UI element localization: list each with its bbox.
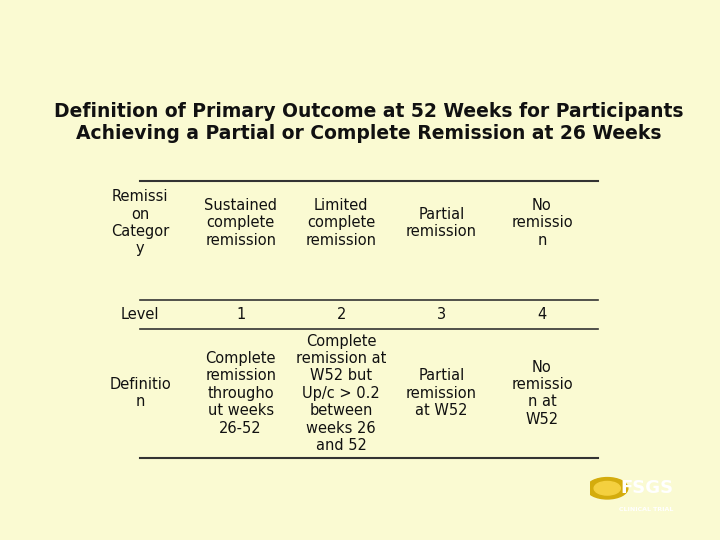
Text: Limited
complete
remission: Limited complete remission (305, 198, 377, 248)
Text: 3: 3 (437, 307, 446, 322)
Text: No
remissio
n: No remissio n (511, 198, 573, 248)
Circle shape (594, 482, 621, 495)
Text: Partial
remission: Partial remission (406, 207, 477, 239)
Text: Remissi
on
Categor
y: Remissi on Categor y (111, 189, 169, 256)
Text: Complete
remission
througho
ut weeks
26-52: Complete remission througho ut weeks 26-… (205, 351, 276, 436)
Text: Sustained
complete
remission: Sustained complete remission (204, 198, 277, 248)
Text: FSGS: FSGS (620, 480, 673, 497)
Text: Complete
remission at
W52 but
Up/c > 0.2
between
weeks 26
and 52: Complete remission at W52 but Up/c > 0.2… (296, 334, 387, 453)
Text: 1: 1 (236, 307, 246, 322)
Text: CLINICAL TRIAL: CLINICAL TRIAL (619, 507, 674, 512)
Text: Definitio
n: Definitio n (109, 377, 171, 409)
Text: 4: 4 (537, 307, 546, 322)
Text: Partial
remission
at W52: Partial remission at W52 (406, 368, 477, 418)
Text: Definition of Primary Outcome at 52 Weeks for Participants
Achieving a Partial o: Definition of Primary Outcome at 52 Week… (54, 102, 684, 143)
Text: Level: Level (121, 307, 159, 322)
Text: 2: 2 (336, 307, 346, 322)
Circle shape (587, 477, 628, 499)
Text: No
remissio
n at
W52: No remissio n at W52 (511, 360, 573, 427)
